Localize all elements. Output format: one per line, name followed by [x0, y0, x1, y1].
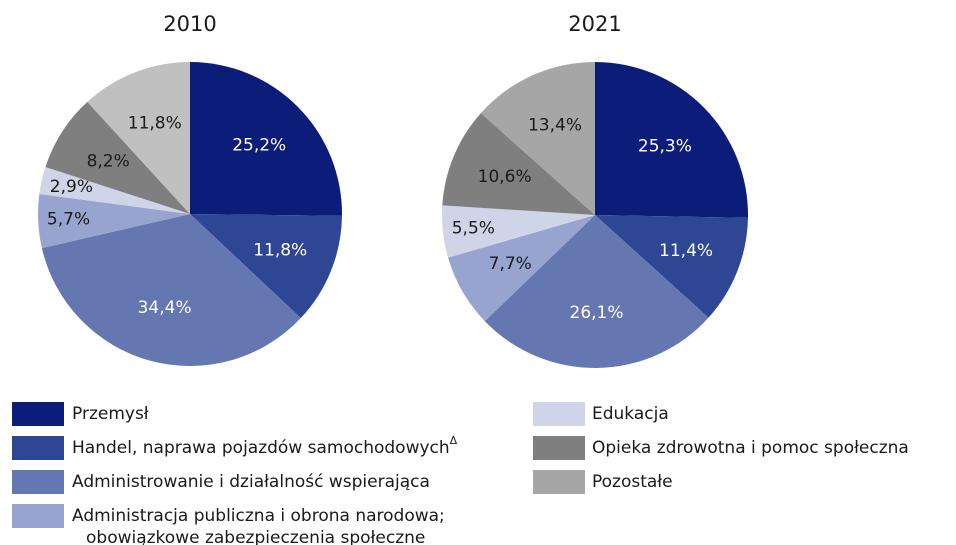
pie-slice — [442, 113, 595, 215]
legend-label: Handel, naprawa pojazdów samochodowychΔ — [72, 434, 458, 458]
data-label: 8,2% — [87, 151, 130, 171]
chart-title: 2021 — [568, 12, 621, 36]
pie-slice — [39, 167, 190, 214]
legend-swatch — [12, 504, 64, 528]
legend-swatch — [12, 402, 64, 426]
legend-label: obowiązkowe zabezpieczenia społeczne — [86, 528, 425, 545]
pie-slice — [190, 62, 342, 216]
pie-slice — [45, 101, 191, 214]
data-label: 10,6% — [478, 167, 532, 187]
data-label: 11,8% — [128, 113, 182, 133]
data-label: 34,4% — [138, 298, 192, 318]
legend-swatch — [533, 436, 585, 460]
data-label: 2,9% — [50, 177, 93, 197]
pie-slice — [484, 215, 709, 369]
legend-swatch — [533, 470, 585, 494]
pie-slice — [37, 194, 190, 249]
pie-slice — [41, 214, 301, 366]
legend-swatch — [12, 436, 64, 460]
legend-swatch — [12, 470, 64, 494]
data-label: 7,7% — [489, 254, 532, 274]
legend-swatch — [533, 402, 585, 426]
pie-slice — [190, 214, 342, 319]
data-label: 11,4% — [659, 241, 713, 261]
legend-label: Pozostałe — [592, 472, 673, 492]
pie-slice — [441, 205, 595, 258]
pie-slice — [480, 62, 595, 215]
legend-sup: Δ — [450, 434, 458, 447]
legend-label: Administrowanie i działalność wspierając… — [72, 472, 430, 492]
data-label: 13,4% — [528, 116, 582, 136]
legend-label: Opieka zdrowotna i pomoc społeczna — [592, 438, 909, 458]
pie-slice — [448, 215, 595, 322]
data-label: 26,1% — [570, 303, 624, 323]
chart-title: 2010 — [163, 12, 216, 36]
data-label: 25,2% — [232, 136, 286, 156]
pie-slice — [595, 215, 748, 318]
data-label: 11,8% — [253, 240, 307, 260]
legend-label: Edukacja — [592, 404, 669, 424]
data-label: 5,7% — [47, 210, 90, 230]
data-label: 25,3% — [638, 136, 692, 156]
legend-label: Przemysł — [72, 404, 149, 424]
pie-slice — [87, 62, 190, 214]
pie-slice — [595, 62, 749, 218]
legend-label: Administracja publiczna i obrona narodow… — [72, 506, 445, 526]
data-label: 5,5% — [452, 218, 495, 238]
